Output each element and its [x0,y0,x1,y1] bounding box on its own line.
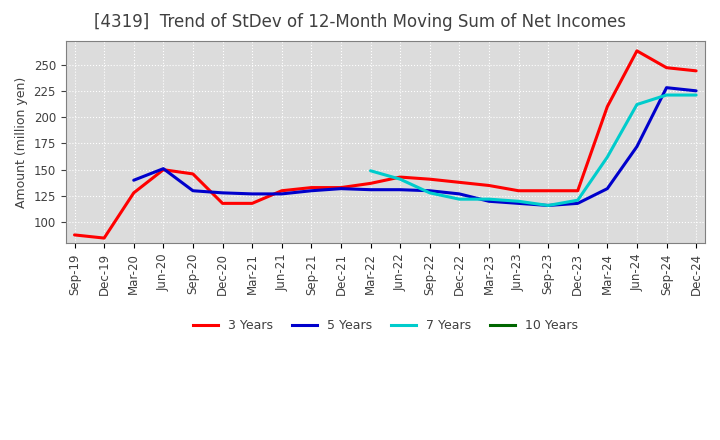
Text: [4319]  Trend of StDev of 12-Month Moving Sum of Net Incomes: [4319] Trend of StDev of 12-Month Moving… [94,13,626,31]
Y-axis label: Amount (million yen): Amount (million yen) [15,77,28,208]
Legend: 3 Years, 5 Years, 7 Years, 10 Years: 3 Years, 5 Years, 7 Years, 10 Years [188,314,582,337]
